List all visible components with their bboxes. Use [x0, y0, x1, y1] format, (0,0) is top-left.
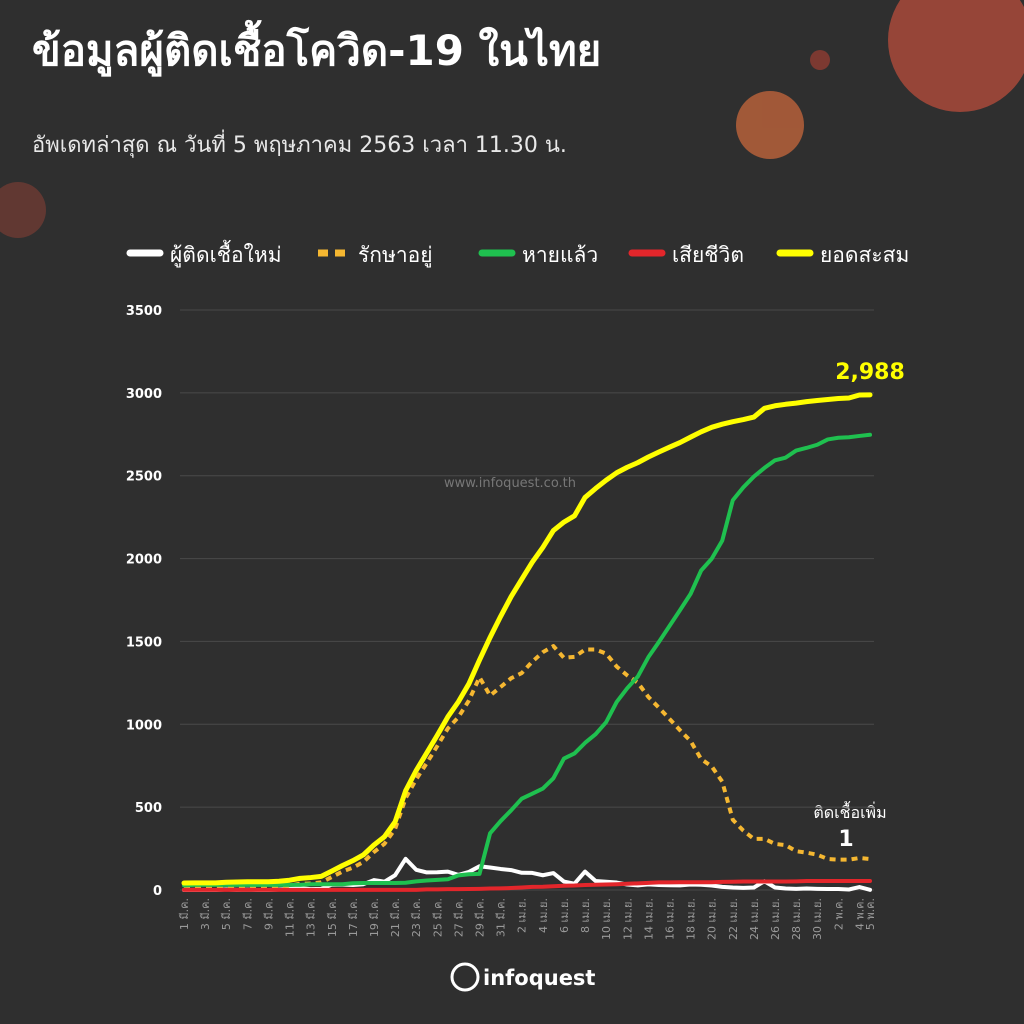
logo: infoquest — [483, 966, 595, 990]
value-label: 2,988 — [835, 360, 905, 385]
x-tick-label: 22 เม.ย. — [727, 898, 740, 940]
watermark: www.infoquest.co.th — [444, 476, 576, 491]
x-tick-label: 8 เม.ย. — [579, 898, 592, 933]
x-tick-label: 18 เม.ย. — [685, 898, 698, 940]
x-tick-label: 4 เม.ย. — [537, 898, 550, 933]
logo-icon — [450, 962, 480, 992]
legend-label: รักษาอยู่ — [358, 243, 433, 268]
y-tick-label: 3500 — [126, 304, 162, 319]
legend-label: ผู้ติดเชื้อใหม่ — [170, 240, 282, 268]
x-tick-label: 21 มี.ค. — [389, 898, 402, 937]
legend-label: เสียชีวิต — [672, 243, 744, 267]
virus-decoration — [0, 0, 1024, 238]
x-tick-label: 6 เม.ย. — [558, 898, 571, 933]
x-tick-label: 11 มี.ค. — [284, 898, 297, 937]
annotation: ติดเชื้อเพิ่ม — [813, 801, 886, 822]
x-tick-label: 5 พ.ค. — [864, 898, 877, 930]
x-tick-label: 9 มี.ค. — [262, 898, 275, 930]
x-tick-label: 5 มี.ค. — [220, 898, 233, 930]
x-tick-label: 19 มี.ค. — [368, 898, 381, 937]
x-tick-label: 30 เม.ย. — [811, 898, 824, 940]
x-tick-label: 12 เม.ย. — [621, 898, 634, 940]
x-tick-label: 2 เม.ย. — [516, 898, 529, 933]
y-tick-label: 500 — [135, 801, 162, 816]
y-tick-label: 2000 — [126, 553, 162, 568]
x-tick-label: 10 เม.ย. — [600, 898, 613, 940]
x-tick-label: 7 มี.ค. — [241, 898, 254, 930]
series-line — [182, 879, 872, 892]
x-tick-label: 17 มี.ค. — [347, 898, 360, 937]
legend-label: ยอดสะสม — [820, 243, 909, 267]
x-tick-label: 20 เม.ย. — [706, 898, 719, 940]
x-tick-label: 2 พ.ค. — [832, 898, 845, 930]
x-tick-label: 26 เม.ย. — [769, 898, 782, 940]
x-tick-label: 28 เม.ย. — [790, 898, 803, 940]
x-tick-label: 3 มี.ค. — [199, 898, 212, 930]
y-tick-label: 2500 — [126, 470, 162, 485]
y-tick-label: 0 — [153, 884, 162, 899]
x-tick-label: 1 มี.ค. — [178, 898, 191, 930]
x-tick-label: 14 เม.ย. — [642, 898, 655, 940]
legend-label: หายแล้ว — [522, 243, 598, 267]
x-tick-label: 15 มี.ค. — [326, 898, 339, 937]
chart-subtitle: อัพเดทล่าสุด ณ วันที่ 5 พฤษภาคม 2563 เวล… — [32, 129, 567, 158]
x-tick-label: 31 มี.ค. — [495, 898, 508, 937]
chart-title: ข้อมูลผู้ติดเชื้อโควิด-19 ในไทย — [32, 19, 601, 77]
x-tick-label: 16 เม.ย. — [663, 898, 676, 940]
x-tick-label: 27 มี.ค. — [452, 898, 465, 937]
x-tick-label: 13 มี.ค. — [305, 898, 318, 937]
y-tick-label: 1000 — [126, 718, 162, 733]
x-tick-label: 24 เม.ย. — [748, 898, 761, 940]
x-tick-label: 29 มี.ค. — [474, 898, 487, 937]
x-tick-label: 23 มี.ค. — [410, 898, 423, 937]
value-label: 1 — [838, 827, 853, 852]
series-line — [181, 392, 873, 886]
y-tick-label: 3000 — [126, 387, 162, 402]
x-tick-label: 25 มี.ค. — [431, 898, 444, 937]
series-line — [182, 432, 872, 888]
y-tick-label: 1500 — [126, 635, 162, 650]
x-tick-label: 4 พ.ค. — [853, 898, 866, 930]
